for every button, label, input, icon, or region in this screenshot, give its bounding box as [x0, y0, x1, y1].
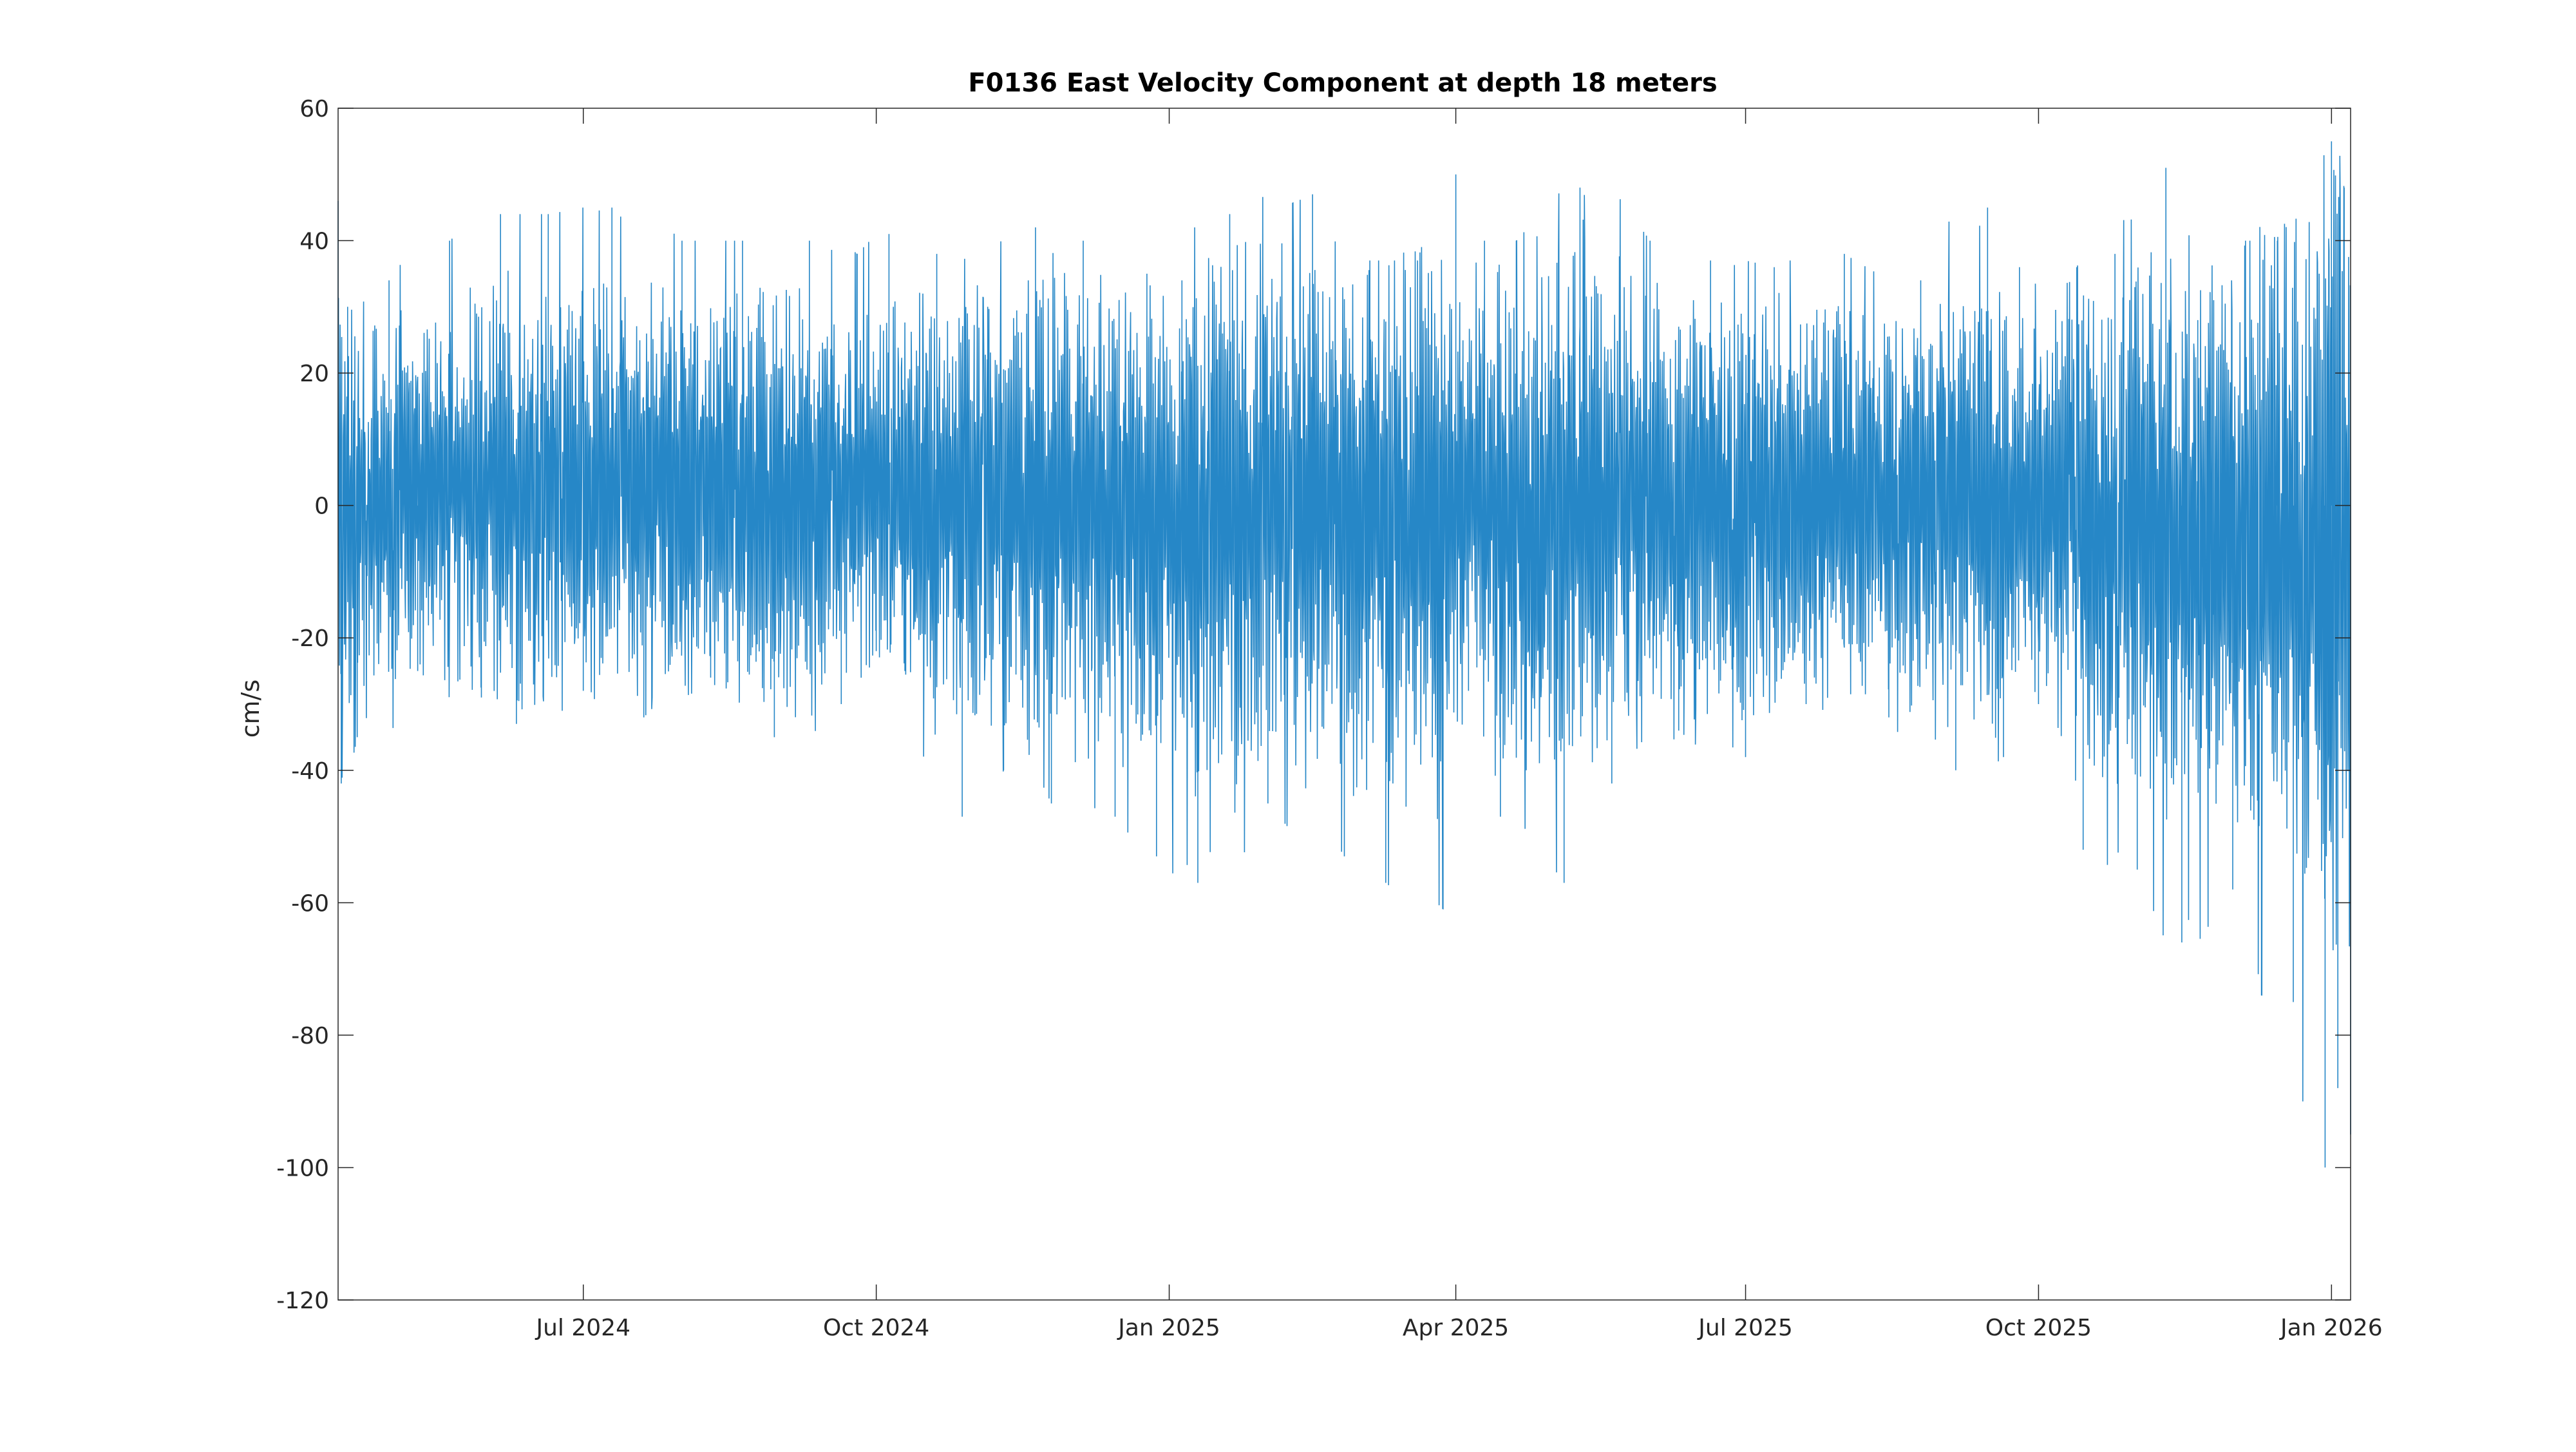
- y-tick-label: 60: [299, 96, 329, 122]
- x-tick-label: Jul 2024: [535, 1315, 630, 1341]
- x-tick-label: Apr 2025: [1403, 1315, 1509, 1341]
- y-tick-label: -100: [276, 1155, 329, 1181]
- x-tick-label: Oct 2025: [1985, 1315, 2092, 1341]
- y-tick-label: -60: [291, 890, 329, 917]
- chart-title: F0136 East Velocity Component at depth 1…: [968, 68, 1717, 98]
- series-line-east-velocity: [337, 141, 2351, 1168]
- x-tick-label: Oct 2024: [823, 1315, 929, 1341]
- y-tick-label: -40: [291, 758, 329, 785]
- axes-box: [337, 108, 2351, 1301]
- y-tick-label: 0: [314, 493, 329, 520]
- y-tick-label: -120: [276, 1288, 329, 1314]
- plot-area: 60 40 20 0 -20 -40 -60 -80 -100 -120 Jul 2024 Oct 2…: [276, 96, 2382, 1341]
- y-tick-label: 20: [299, 361, 329, 387]
- y-tick-label: 40: [299, 229, 329, 255]
- y-axis-label: cm/s: [236, 680, 265, 738]
- x-tick-label: Jan 2025: [1117, 1315, 1220, 1341]
- x-tick-label: Jan 2026: [2279, 1315, 2383, 1341]
- y-tick-label: -20: [291, 626, 329, 652]
- y-tick-label: -80: [291, 1023, 329, 1049]
- x-tick-label: Jul 2025: [1697, 1315, 1793, 1341]
